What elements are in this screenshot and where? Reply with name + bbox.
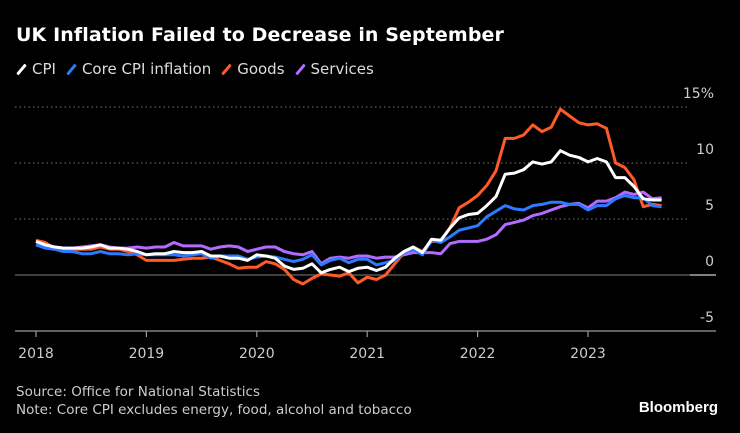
legend: CPI Core CPI inflation Goods Services bbox=[16, 60, 374, 78]
series-line-services bbox=[35, 190, 662, 266]
y-tick-label: 5 bbox=[705, 198, 714, 214]
bloomberg-logo: Bloomberg bbox=[638, 399, 718, 416]
y-tick-label: 10 bbox=[696, 142, 714, 158]
series-line-cpi bbox=[35, 149, 662, 275]
legend-label: Core CPI inflation bbox=[81, 60, 212, 78]
x-tick-label: 2022 bbox=[460, 346, 496, 362]
legend-label: CPI bbox=[32, 60, 56, 78]
source-note: Source: Office for National Statistics bbox=[16, 384, 261, 400]
y-tick-label: 0 bbox=[705, 254, 714, 270]
x-tick-label: 2018 bbox=[18, 346, 54, 362]
x-tick-label: 2021 bbox=[349, 346, 385, 362]
legend-item: CPI bbox=[16, 60, 56, 78]
y-tick-label: 15% bbox=[683, 86, 714, 102]
legend-item: Services bbox=[294, 60, 374, 78]
legend-item: Goods bbox=[221, 60, 285, 78]
y-tick-label: -5 bbox=[700, 310, 714, 326]
x-tick-label: 2019 bbox=[129, 346, 165, 362]
legend-label: Services bbox=[310, 60, 374, 78]
chart-title: UK Inflation Failed to Decrease in Septe… bbox=[16, 24, 504, 46]
x-tick-label: 2020 bbox=[239, 346, 275, 362]
legend-label: Goods bbox=[237, 60, 285, 78]
legend-item: Core CPI inflation bbox=[66, 60, 211, 78]
x-tick-label: 2023 bbox=[570, 346, 606, 362]
footnote: Note: Core CPI excludes energy, food, al… bbox=[16, 402, 412, 418]
